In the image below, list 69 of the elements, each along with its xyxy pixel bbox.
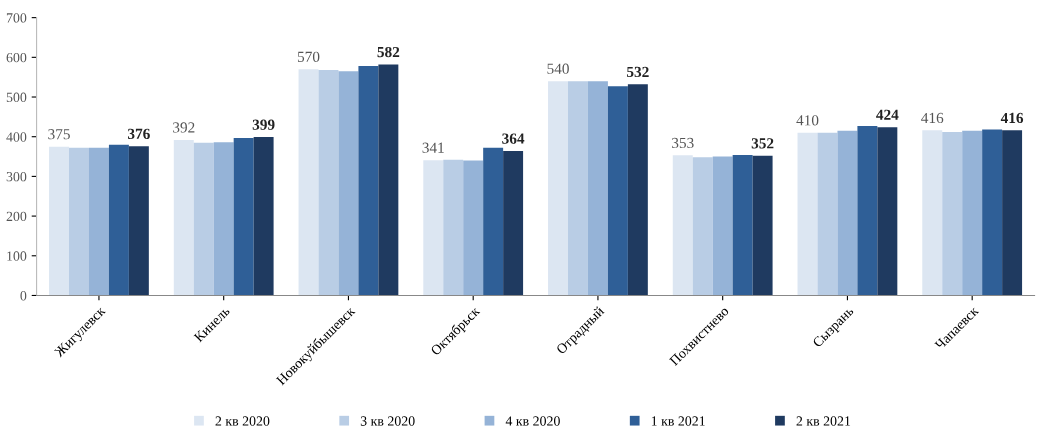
data-label: 376 bbox=[127, 128, 150, 139]
legend-label: 1 кв 2021 bbox=[651, 416, 705, 426]
data-label: 532 bbox=[627, 66, 649, 78]
bar bbox=[423, 160, 444, 296]
bar bbox=[253, 137, 274, 296]
data-label: 582 bbox=[377, 46, 400, 58]
legend-label: 3 кв 2020 bbox=[360, 416, 415, 426]
bar bbox=[548, 81, 568, 296]
bar bbox=[752, 155, 773, 296]
data-label: 570 bbox=[297, 51, 320, 62]
bar bbox=[797, 132, 818, 296]
y-tick-label: 0 bbox=[20, 291, 27, 301]
bar bbox=[443, 159, 464, 296]
y-tick-label: 600 bbox=[6, 52, 27, 63]
y-tick-label: 500 bbox=[6, 92, 27, 102]
bar bbox=[607, 86, 628, 296]
data-label: 353 bbox=[672, 137, 694, 149]
legend-label: 2 кв 2020 bbox=[215, 416, 270, 426]
bar bbox=[49, 146, 70, 296]
bar bbox=[503, 151, 524, 296]
bar bbox=[568, 81, 588, 296]
bar bbox=[942, 131, 963, 296]
data-label: 424 bbox=[876, 109, 899, 120]
y-tick-label: 400 bbox=[6, 132, 27, 142]
bar bbox=[338, 71, 359, 296]
data-label: 399 bbox=[252, 119, 275, 130]
bar bbox=[627, 84, 648, 296]
data-label: 540 bbox=[547, 63, 569, 74]
bar bbox=[193, 142, 214, 296]
bar bbox=[877, 127, 898, 296]
bar bbox=[817, 132, 838, 296]
bar bbox=[587, 81, 608, 296]
bar bbox=[483, 147, 504, 296]
y-tick-label: 100 bbox=[7, 251, 27, 261]
bar bbox=[318, 70, 339, 296]
legend-label: 4 кв 2020 bbox=[505, 416, 560, 426]
data-label: 375 bbox=[48, 129, 70, 140]
bar bbox=[378, 64, 399, 296]
bar bbox=[1002, 130, 1023, 296]
bar bbox=[982, 129, 1003, 296]
data-label: 352 bbox=[751, 138, 774, 149]
bar bbox=[692, 157, 713, 296]
bar bbox=[732, 154, 753, 296]
bar bbox=[69, 147, 89, 296]
y-tick-label: 700 bbox=[6, 13, 27, 23]
bar bbox=[298, 69, 319, 296]
bar bbox=[88, 147, 109, 296]
data-label: 392 bbox=[173, 122, 195, 133]
y-tick-label: 200 bbox=[6, 211, 27, 222]
data-label: 341 bbox=[422, 142, 444, 153]
bar bbox=[108, 144, 129, 296]
bar bbox=[672, 155, 693, 296]
data-label: 364 bbox=[502, 133, 525, 144]
bar bbox=[463, 160, 484, 296]
bar bbox=[857, 125, 878, 296]
bar bbox=[358, 66, 379, 296]
bar bbox=[128, 146, 149, 296]
bar bbox=[173, 139, 194, 296]
legend-label: 2 кв 2021 bbox=[796, 416, 851, 426]
data-label: 416 bbox=[1000, 112, 1024, 124]
bar bbox=[213, 142, 234, 296]
data-label: 410 bbox=[796, 115, 819, 126]
bar bbox=[712, 156, 733, 296]
bar bbox=[962, 130, 983, 296]
data-label: 416 bbox=[921, 112, 944, 124]
bar bbox=[837, 130, 858, 296]
y-tick-label: 300 bbox=[6, 171, 27, 182]
bar bbox=[233, 137, 254, 296]
bar bbox=[922, 130, 943, 296]
